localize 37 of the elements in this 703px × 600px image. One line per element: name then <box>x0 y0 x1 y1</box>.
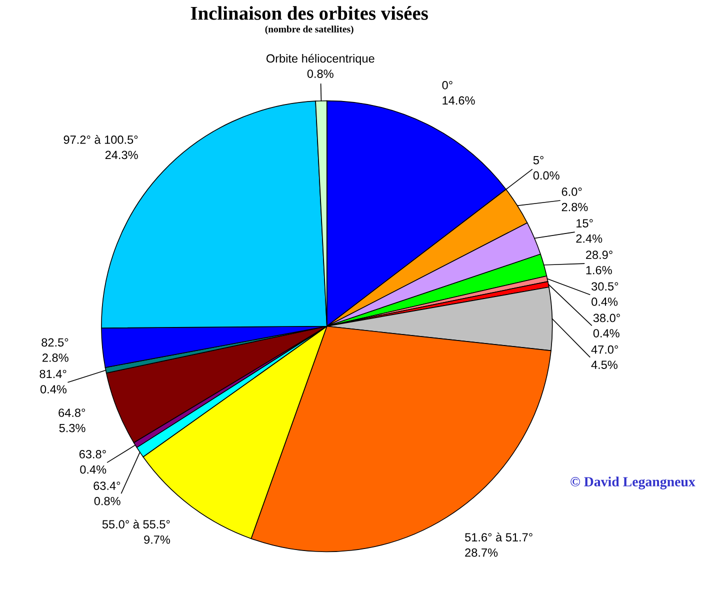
slice-label: 28.9° <box>586 250 612 260</box>
slice-label: 47.0° <box>591 345 618 354</box>
data-label: 0.4% <box>593 329 620 338</box>
slice-label: 6.0° <box>562 188 582 196</box>
data-label: 9.7% <box>144 535 170 544</box>
slice-label: 0° <box>442 81 452 90</box>
slice-label: Orbite héliocentrique <box>266 54 374 66</box>
slice-label: 97.2° à 100.5° <box>64 135 138 144</box>
data-label: 24.3% <box>105 150 138 160</box>
slice-label: 63.8° <box>79 450 106 458</box>
data-label: 28.7% <box>465 548 498 557</box>
slice-label: 51.6° à 51.7° <box>465 532 532 542</box>
data-label: 0.8% <box>307 70 334 78</box>
chart-title: Inclinaison des orbites visées <box>190 6 428 20</box>
slice-label: 55.0° à 55.5° <box>102 520 170 529</box>
data-label: 2.8% <box>42 354 68 362</box>
data-label: 4.5% <box>591 360 618 370</box>
data-label: 0.4% <box>80 465 106 474</box>
slice-label: 63.4° <box>94 482 120 490</box>
data-label: 0.4% <box>592 298 618 306</box>
slice-label: 64.8° <box>58 408 86 417</box>
category-label: 5° <box>533 156 544 164</box>
data-label: 0.4% <box>40 385 66 394</box>
data-label: 0.8% <box>94 496 120 506</box>
data-label: 2.8% <box>562 202 588 212</box>
text: © David Legangneux <box>570 476 696 490</box>
slice-label: 82.5° <box>42 338 68 347</box>
slice-label: 15° <box>576 219 593 228</box>
slice-label: 30.5° <box>592 282 618 291</box>
text: 0.0% <box>533 171 560 180</box>
chart-subtitle: (nombre de satellites) <box>265 26 354 34</box>
slice-label: 38.0° <box>593 314 620 322</box>
slice-label: 81.4° <box>40 370 66 378</box>
data-label: 5.3% <box>59 424 86 432</box>
data-label: 2.4% <box>576 234 602 243</box>
data-label: 1.6% <box>586 266 612 274</box>
data-label: 14.6% <box>442 96 475 105</box>
